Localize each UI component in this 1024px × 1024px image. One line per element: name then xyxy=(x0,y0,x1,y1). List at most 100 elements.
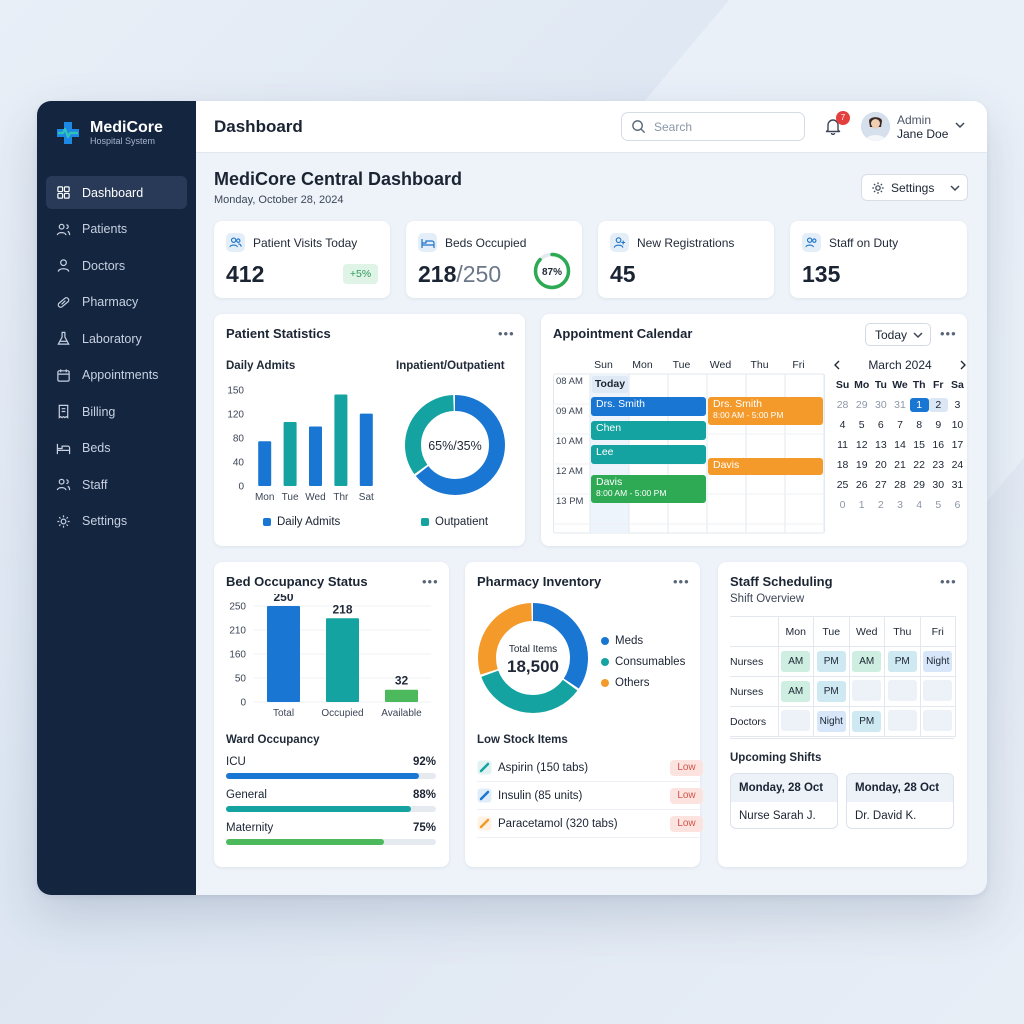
mini-day[interactable]: 5 xyxy=(858,419,865,431)
mini-day[interactable]: 25 xyxy=(836,479,849,491)
shift-cell[interactable] xyxy=(919,706,956,737)
mini-day[interactable]: 11 xyxy=(837,439,849,451)
mini-day[interactable]: 30 xyxy=(875,399,887,411)
mini-day[interactable]: 29 xyxy=(913,479,925,491)
mini-day[interactable]: 26 xyxy=(855,479,868,491)
shift-cell[interactable] xyxy=(884,706,921,737)
shift-cell[interactable] xyxy=(919,676,956,707)
sidebar-item-beds[interactable]: Beds xyxy=(46,432,187,465)
shift-cell[interactable]: PM xyxy=(884,646,921,677)
shift-cell[interactable]: AM xyxy=(848,646,885,677)
shift-cell[interactable] xyxy=(777,706,814,737)
mini-day[interactable]: 23 xyxy=(932,459,945,471)
more-icon[interactable]: ••• xyxy=(940,574,957,589)
mini-day[interactable]: 16 xyxy=(932,439,945,451)
mini-day[interactable]: 3 xyxy=(897,499,903,511)
stat-card-staff[interactable]: Staff on Duty 135 xyxy=(790,221,967,298)
appointment-event[interactable]: Lee xyxy=(591,445,706,464)
mini-day[interactable]: 18 xyxy=(836,459,849,471)
more-icon[interactable]: ••• xyxy=(673,574,690,589)
mini-day[interactable]: 19 xyxy=(855,459,868,471)
mini-day[interactable]: 14 xyxy=(894,439,906,451)
low-stock-item[interactable]: Insulin (85 units) Low xyxy=(477,782,703,810)
shift-cell[interactable]: Night xyxy=(919,646,956,677)
mini-day[interactable]: 4 xyxy=(916,499,923,511)
range-dropdown[interactable]: Today xyxy=(865,323,931,346)
sidebar-item-staff[interactable]: Staff xyxy=(46,468,187,501)
mini-day[interactable]: 27 xyxy=(875,479,887,491)
sidebar-item-settings[interactable]: Settings xyxy=(46,505,187,538)
upcoming-shift-card[interactable]: Monday, 28 Oct Dr. David K. xyxy=(846,773,954,829)
more-icon[interactable]: ••• xyxy=(498,326,515,341)
shift-cell[interactable]: PM xyxy=(848,706,885,737)
upcoming-shift-card[interactable]: Monday, 28 Oct Nurse Sarah J. xyxy=(730,773,838,829)
shift-cell[interactable]: PM xyxy=(813,676,850,707)
mini-day[interactable]: 9 xyxy=(935,419,942,431)
appointment-event[interactable]: Davis xyxy=(708,458,823,475)
mini-day[interactable]: 12 xyxy=(855,439,868,451)
stat-card-visits[interactable]: Patient Visits Today 412 +5% xyxy=(214,221,390,298)
appointment-event[interactable]: Chen xyxy=(591,421,706,440)
mini-day[interactable]: 2 xyxy=(928,398,948,412)
mini-day[interactable]: 6 xyxy=(877,419,884,431)
mini-day[interactable]: 21 xyxy=(894,459,906,471)
mini-day[interactable]: 28 xyxy=(894,479,906,491)
mini-day[interactable]: 13 xyxy=(875,439,887,451)
sidebar-item-dashboard[interactable]: Dashboard xyxy=(46,176,187,209)
mini-day[interactable]: 3 xyxy=(954,399,961,411)
chevron-down-icon[interactable] xyxy=(955,121,965,129)
sidebar-item-patients[interactable]: Patients xyxy=(46,213,187,246)
mini-day[interactable]: 29 xyxy=(855,399,868,411)
shift-cell[interactable] xyxy=(848,676,885,707)
search-input[interactable]: Search xyxy=(621,112,805,141)
mini-day[interactable]: 7 xyxy=(897,419,903,431)
shift-cell[interactable] xyxy=(884,676,921,707)
low-stock-item[interactable]: Paracetamol (320 tabs) Low xyxy=(477,810,703,838)
users-icon xyxy=(56,223,71,235)
more-icon[interactable]: ••• xyxy=(940,326,957,341)
mini-day[interactable]: 0 xyxy=(839,499,846,511)
user-info[interactable]: Admin Jane Doe xyxy=(897,113,948,141)
mini-day[interactable]: 22 xyxy=(913,459,925,471)
chevron-left-icon[interactable] xyxy=(833,360,841,370)
sidebar-item-label: Staff xyxy=(82,477,108,492)
low-stock-item[interactable]: Aspirin (150 tabs) Low xyxy=(477,754,703,782)
shift-cell[interactable]: Night xyxy=(813,706,850,737)
mini-day[interactable]: 30 xyxy=(932,479,945,491)
appointment-event[interactable]: Drs. Smith xyxy=(591,397,706,416)
settings-button[interactable]: Settings xyxy=(861,174,968,201)
sidebar-item-pharmacy[interactable]: Pharmacy xyxy=(46,286,187,319)
mini-day[interactable]: 24 xyxy=(951,459,964,471)
mini-day[interactable]: 17 xyxy=(951,439,964,451)
shift-cell[interactable]: PM xyxy=(813,646,850,677)
mini-day[interactable]: 8 xyxy=(916,419,923,431)
shift-cell[interactable]: AM xyxy=(777,646,814,677)
mini-day[interactable]: 28 xyxy=(836,399,849,411)
mini-day[interactable]: 6 xyxy=(954,499,961,511)
mini-day[interactable]: 5 xyxy=(935,499,942,511)
chevron-right-icon[interactable] xyxy=(959,360,967,370)
mini-day[interactable]: 20 xyxy=(875,459,887,471)
stat-card-registrations[interactable]: New Registrations 45 xyxy=(598,221,774,298)
more-icon[interactable]: ••• xyxy=(422,574,439,589)
mini-day[interactable]: 1 xyxy=(909,398,929,412)
avatar[interactable] xyxy=(861,112,890,141)
mini-day[interactable]: 31 xyxy=(951,479,964,491)
sidebar-item-doctors[interactable]: Doctors xyxy=(46,249,187,282)
sidebar-item-appointments[interactable]: Appointments xyxy=(46,359,187,392)
appointment-event[interactable]: Drs. Smith 8:00 AM - 5:00 PM xyxy=(708,397,823,425)
mini-day[interactable]: 31 xyxy=(894,399,906,411)
mini-day[interactable]: 2 xyxy=(877,499,884,511)
low-badge: Low xyxy=(670,816,703,832)
bell-icon[interactable] xyxy=(824,117,842,135)
shift-cell[interactable]: AM xyxy=(777,676,814,707)
sidebar-item-laboratory[interactable]: Laboratory xyxy=(46,322,187,355)
mini-day[interactable]: 15 xyxy=(913,439,925,451)
mini-day[interactable]: 1 xyxy=(858,499,865,511)
mini-day[interactable]: 10 xyxy=(951,419,964,431)
sidebar-item-label: Laboratory xyxy=(82,331,142,346)
sidebar-item-billing[interactable]: Billing xyxy=(46,395,187,428)
mini-day[interactable]: 4 xyxy=(839,419,846,431)
stat-card-beds[interactable]: Beds Occupied 218/250 87% xyxy=(406,221,582,298)
appointment-event[interactable]: Davis 8:00 AM - 5:00 PM xyxy=(591,475,706,503)
